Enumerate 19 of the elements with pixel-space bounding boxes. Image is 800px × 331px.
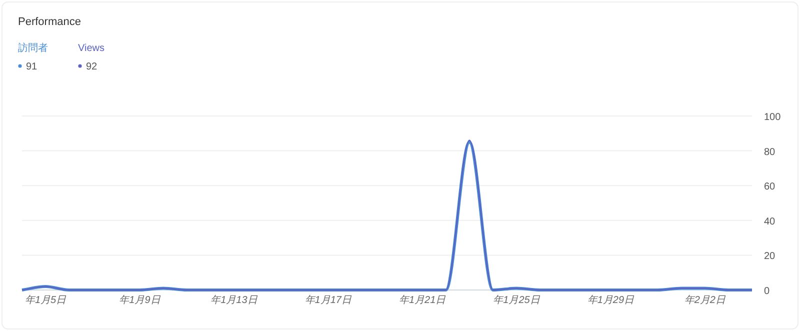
x-tick-label: 年1月17日 [304, 294, 352, 306]
x-tick-label: 年1月9日 [119, 294, 162, 306]
y-tick-label: 100 [764, 112, 782, 123]
y-tick-label: 80 [764, 146, 776, 158]
x-tick-label: 年1月25日 [493, 294, 541, 306]
x-tick-label: 年1月5日 [24, 294, 68, 306]
text: 92 [86, 62, 98, 72]
x-tick-label: 年1月13日 [210, 294, 258, 306]
x-tick-label: 年2月2日 [684, 294, 726, 306]
chart-title: Performance [18, 16, 81, 28]
y-tick-label: 0 [764, 286, 770, 297]
y-tick-label: 60 [764, 182, 776, 193]
x-tick-label: 年1月29日 [587, 294, 636, 306]
text: 訪問者 [18, 42, 48, 54]
y-tick-label: 40 [764, 216, 776, 228]
text: Views [78, 43, 104, 54]
y-tick-label: 20 [764, 251, 776, 262]
text: 91 [26, 62, 38, 72]
x-tick-label: 年1月21日 [398, 294, 447, 306]
